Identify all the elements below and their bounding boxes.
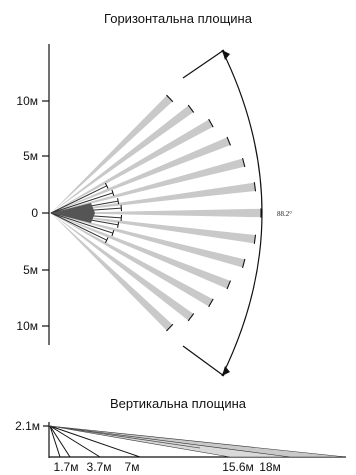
horizontal-plane-title: Горизонтальна площина <box>104 11 252 26</box>
x-label-1-7m: 1.7м <box>54 460 79 474</box>
detection-beams-fan <box>51 95 261 331</box>
arc-arrowhead-top <box>222 50 230 60</box>
coverage-angle-label: 88.2° <box>277 210 292 218</box>
beam-end-mark <box>187 104 195 113</box>
x-label-7m: 7м <box>125 460 140 474</box>
beam-end-mark <box>242 258 246 269</box>
detection-beam <box>51 208 261 218</box>
near-zone-beam <box>50 192 114 214</box>
beam-end-mark <box>226 280 232 290</box>
beam-end-mark <box>166 323 174 332</box>
beam-end-mark <box>208 298 214 308</box>
beam-end-mark <box>187 313 195 322</box>
y-label-5m-top: 5м <box>23 149 38 163</box>
beam-end-mark <box>208 118 214 128</box>
near-zone-mark <box>104 182 109 189</box>
vertical-beam-3-7m <box>49 425 101 458</box>
near-zone-beam <box>50 212 114 234</box>
arc-arrowhead-bottom <box>222 366 230 376</box>
detection-beam <box>51 213 245 268</box>
near-zone-beam <box>50 212 107 241</box>
detection-beam <box>51 213 173 331</box>
x-label-18m: 18м <box>259 460 281 474</box>
near-zone-beam <box>50 185 107 214</box>
detection-beam <box>51 213 231 289</box>
vertical-beam-7m <box>49 425 141 458</box>
sensor-origin <box>51 203 95 223</box>
vertical-beam-mid <box>49 425 291 458</box>
x-label-3-7m: 3.7м <box>87 460 112 474</box>
beam-end-mark <box>253 182 257 192</box>
beam-zone-marks <box>50 94 262 332</box>
y-label-zero: 0 <box>31 206 38 220</box>
detection-beam <box>51 137 231 213</box>
near-zone-mark <box>104 237 109 244</box>
near-zone-mark <box>117 221 120 228</box>
detection-beam <box>51 119 213 213</box>
angle-leader-bottom <box>182 345 225 377</box>
vertical-beam-line <box>49 425 201 449</box>
angle-leader-top <box>182 49 225 79</box>
detection-beam <box>51 213 194 321</box>
x-label-15-6m: 15.6м <box>222 460 254 474</box>
y-label-5m-bottom: 5м <box>23 263 38 277</box>
detection-beam <box>51 158 245 213</box>
vertical-beam-near <box>49 425 61 458</box>
vertical-plane-title: Вертикальна площина <box>109 396 246 411</box>
y-label-10m-top: 10м <box>16 94 38 108</box>
near-zone-mark <box>117 198 120 205</box>
beam-end-mark <box>166 94 174 103</box>
vertical-beam-1-7m <box>49 425 71 458</box>
vertical-plane: 2.1м 1.7м 3.7м 7м 15.6м 18м <box>15 419 347 474</box>
vertical-height-label: 2.1м <box>15 419 40 433</box>
detection-beam <box>51 213 213 307</box>
coverage-angle-indicator: 88.2° <box>182 49 292 377</box>
near-zone-mark <box>111 230 115 237</box>
beam-end-mark <box>253 234 257 244</box>
detection-beam <box>51 95 173 213</box>
detection-beam <box>51 213 256 244</box>
detection-beam <box>51 182 256 213</box>
beam-end-mark <box>242 157 246 168</box>
horizontal-axis <box>42 44 50 345</box>
horizontal-axis-labels: 10м 5м 0 5м 10м <box>16 94 38 333</box>
detection-beam <box>51 105 194 213</box>
near-zone-mark <box>111 189 115 196</box>
beam-end-mark <box>226 136 232 146</box>
angle-arc <box>221 49 263 377</box>
y-label-10m-bottom: 10м <box>16 319 38 333</box>
